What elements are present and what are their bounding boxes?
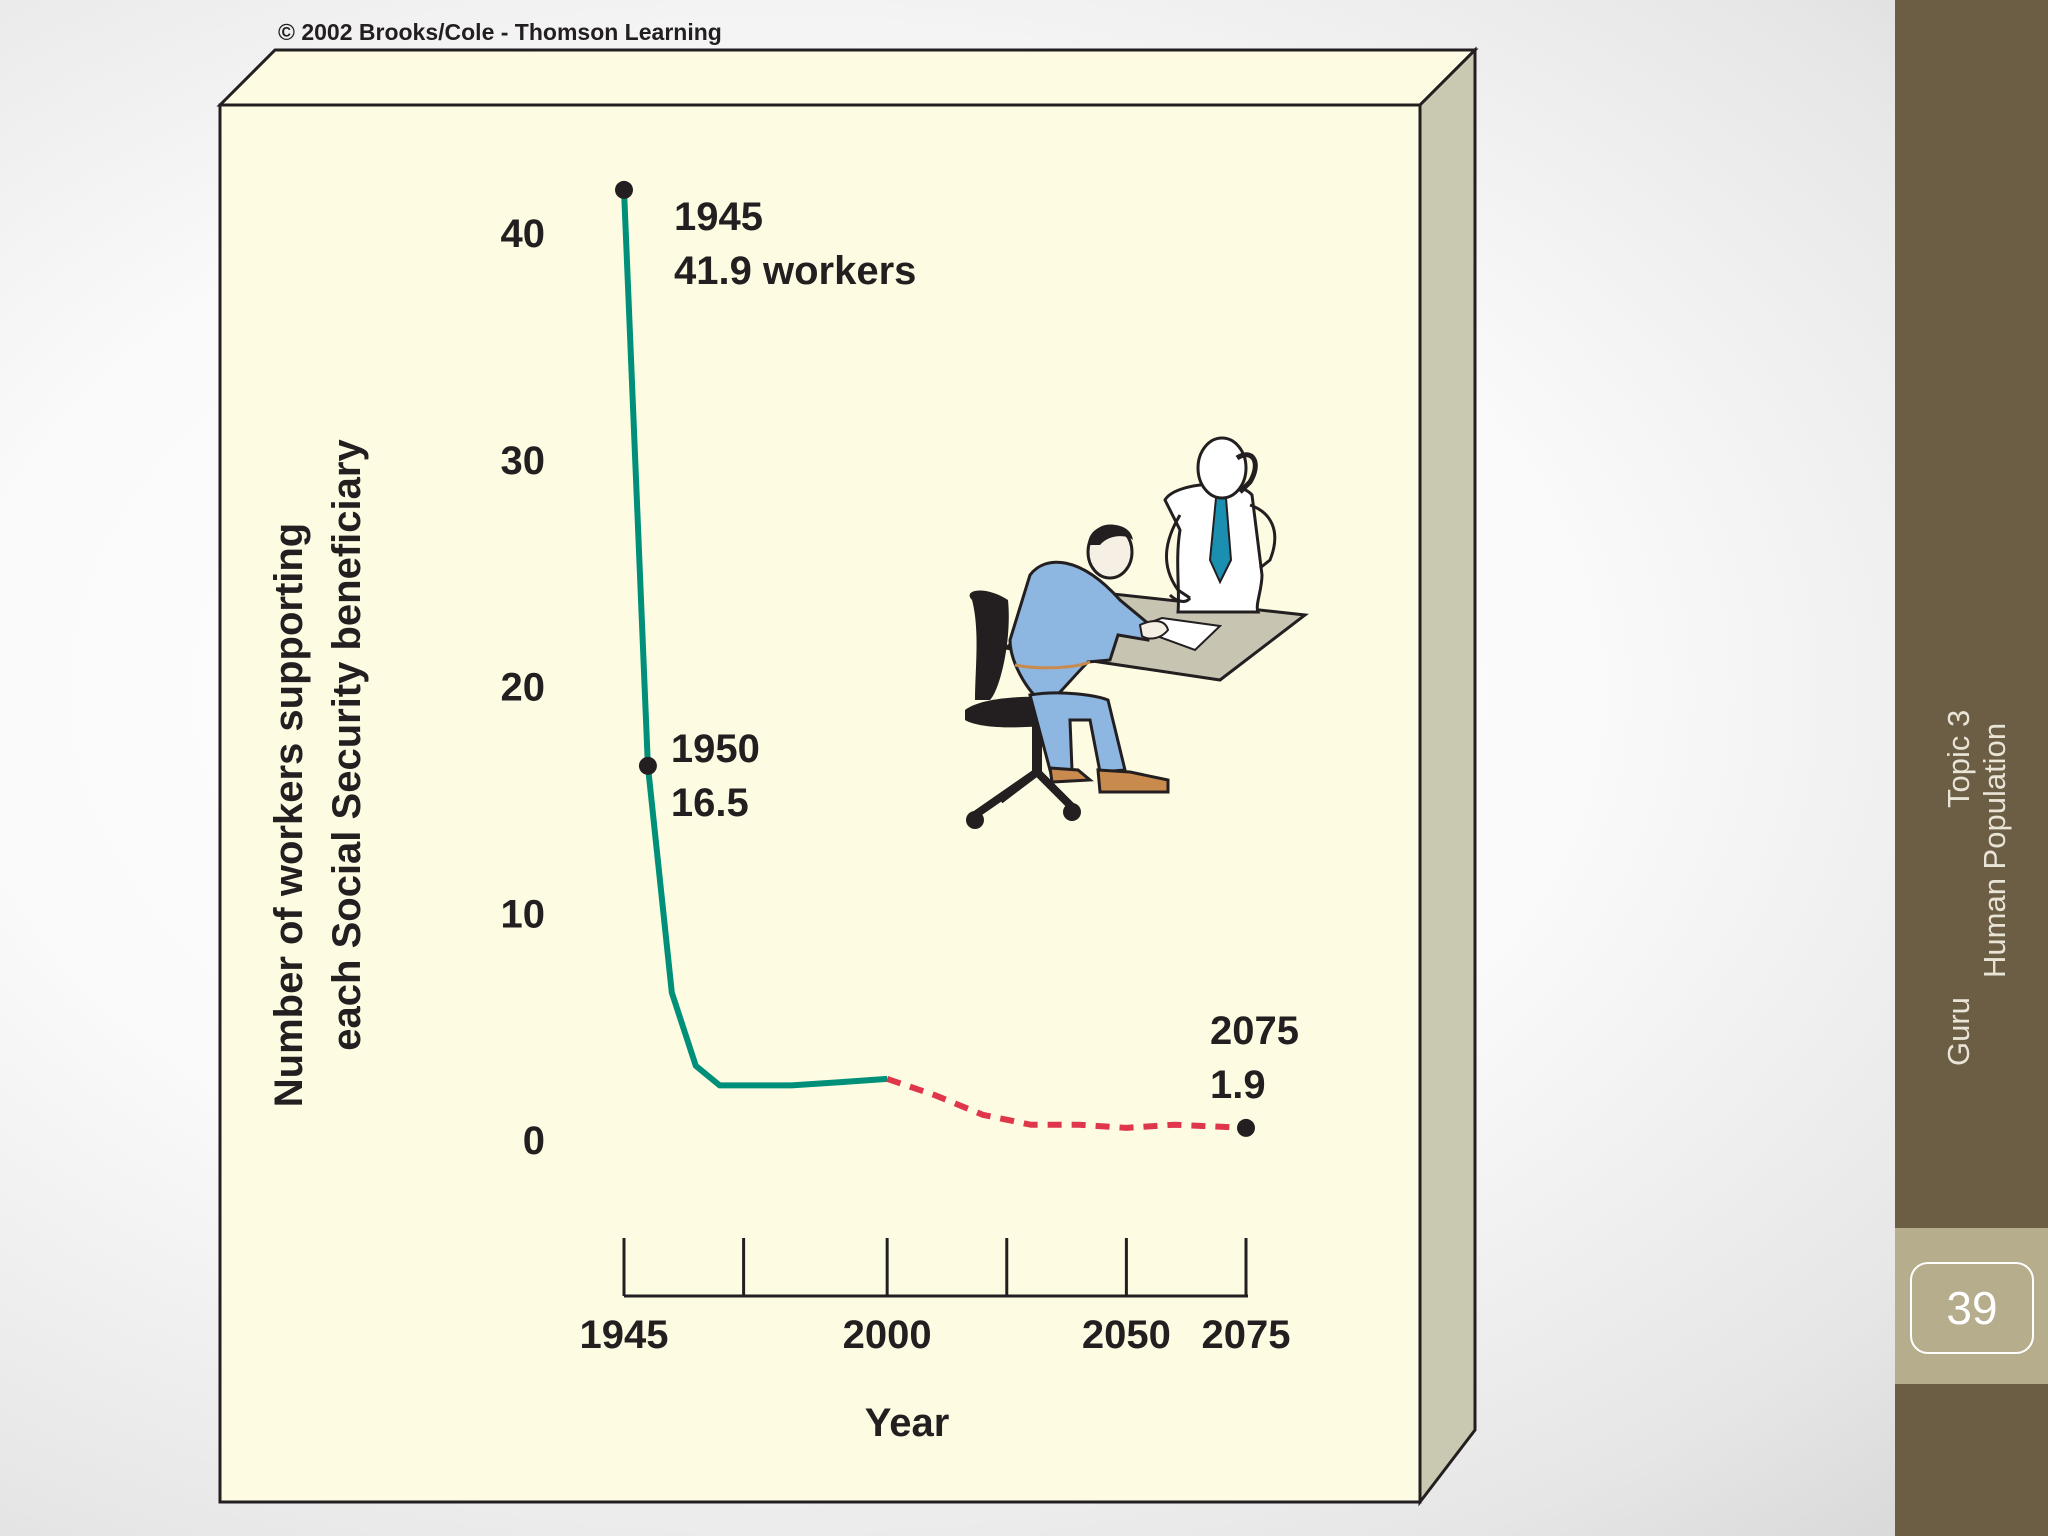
office-workers-illustration (965, 436, 1309, 829)
data-annotation-label: 41.9 workers (674, 249, 916, 293)
y-tick-label: 0 (523, 1119, 545, 1163)
sidebar-subtitle: Human Population (1977, 722, 2012, 978)
y-tick-label: 30 (501, 439, 546, 483)
y-tick-label: 20 (501, 666, 546, 710)
x-tick-label: 2075 (1202, 1313, 1291, 1357)
data-annotation-label: 1950 (671, 727, 760, 771)
sidebar-text: Topic 3 Human Population Guru (1895, 0, 2048, 1230)
projected-series-line (886, 1076, 1247, 1131)
y-axis-title-line2: each Social Security beneficiary (325, 439, 369, 1051)
x-tick-label: 1945 (580, 1313, 669, 1357)
seated-man (1008, 524, 1170, 794)
annotation-layer: 1945 41.9 workers 1950 16.5 2075 1.9 (615, 180, 1299, 1137)
y-axis-title: Number of workers supporting each Social… (267, 439, 369, 1108)
sidebar-topic: Topic 3 (1941, 709, 1976, 808)
y-tick-label: 10 (501, 892, 546, 936)
panel-side (1418, 46, 1477, 1507)
page-number-box (1895, 1228, 2048, 1384)
panel-front (218, 103, 1422, 1504)
x-axis-title: Year (865, 1401, 950, 1445)
page-number: 39 (1910, 1262, 2034, 1354)
copyright-text: © 2002 Brooks/Cole - Thomson Learning (278, 19, 722, 45)
actual-series-line (621, 189, 888, 1089)
chart-panel (216, 46, 1479, 1507)
data-annotation-label: 16.5 (671, 781, 749, 825)
data-annotation-label: 1.9 (1210, 1063, 1266, 1107)
panel-top (216, 48, 1479, 107)
y-axis-title-line1: Number of workers supporting (267, 523, 311, 1108)
slide: © 2002 Brooks/Cole - Thomson Learning Nu… (216, 19, 1479, 1507)
series-layer (621, 189, 1247, 1131)
data-point-marker (1237, 1118, 1255, 1137)
y-tick-labels: 0 10 20 30 40 (501, 212, 546, 1163)
y-tick-label: 40 (501, 212, 546, 256)
x-tick-label: 2050 (1082, 1313, 1171, 1357)
x-tick-label: 2000 (843, 1313, 932, 1357)
standing-man (1163, 436, 1277, 614)
sidebar-author: Guru (1941, 997, 1976, 1066)
data-annotation-label: 1945 (674, 195, 763, 239)
chart-figure: © 2002 Brooks/Cole - Thomson Learning Nu… (216, 19, 1479, 1507)
x-axis: 1945 2000 2050 2075 (580, 1238, 1291, 1357)
data-point-marker (638, 756, 657, 775)
data-annotation-label: 2075 (1210, 1009, 1299, 1053)
data-point-marker (615, 180, 633, 199)
